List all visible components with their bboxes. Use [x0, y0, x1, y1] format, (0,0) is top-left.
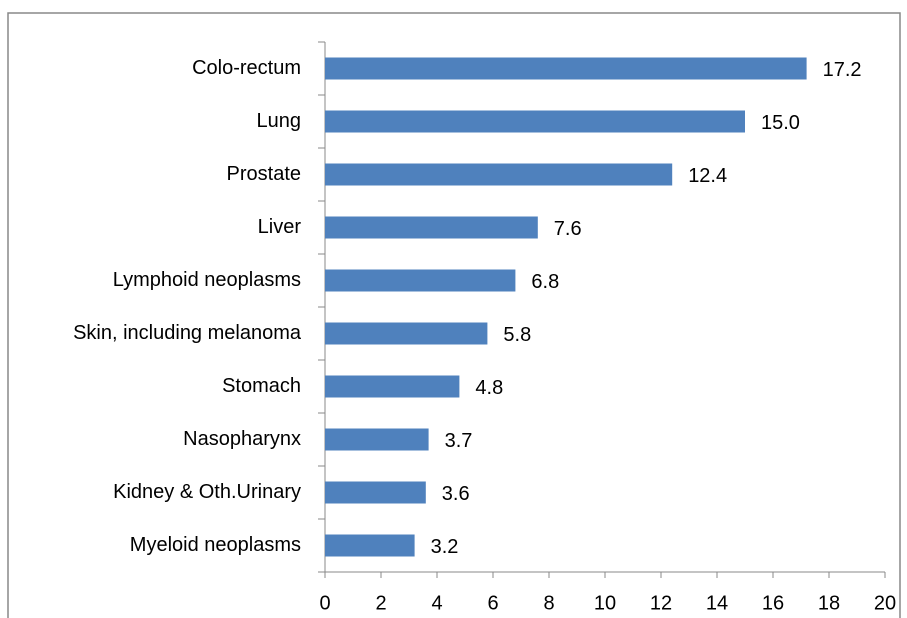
- value-label: 12.4: [688, 165, 727, 187]
- x-tick-label: 6: [487, 592, 498, 614]
- value-label: 3.2: [431, 536, 459, 558]
- y-tick-label: Kidney & Oth.Urinary: [113, 481, 301, 503]
- value-label: 3.6: [442, 483, 470, 505]
- x-tick-label: 16: [762, 592, 784, 614]
- value-label: 3.7: [445, 430, 473, 452]
- value-label: 15.0: [761, 112, 800, 134]
- bar: [325, 481, 426, 504]
- bar: [325, 375, 460, 398]
- y-tick-label: Nasopharynx: [183, 428, 301, 450]
- y-tick-label: Myeloid neoplasms: [130, 534, 301, 556]
- y-tick-label: Lymphoid neoplasms: [113, 269, 301, 291]
- value-label: 5.8: [503, 324, 531, 346]
- x-tick-label: 12: [650, 592, 672, 614]
- x-tick-label: 0: [319, 592, 330, 614]
- x-tick-label: 14: [706, 592, 728, 614]
- y-tick-label: Colo-rectum: [192, 57, 301, 79]
- x-tick-label: 18: [818, 592, 840, 614]
- bar: [325, 269, 516, 292]
- y-tick-label: Stomach: [222, 375, 301, 397]
- x-tick-label: 4: [431, 592, 442, 614]
- y-tick-label: Lung: [257, 110, 302, 132]
- x-tick-label: 10: [594, 592, 616, 614]
- chart-frame: [7, 12, 901, 618]
- x-tick-label: 20: [874, 592, 896, 614]
- bar: [325, 216, 538, 239]
- bar: [325, 322, 488, 345]
- bar: [325, 163, 673, 186]
- y-tick-label: Skin, including melanoma: [73, 322, 302, 344]
- bar: [325, 57, 807, 80]
- bar: [325, 110, 745, 133]
- bar: [325, 428, 429, 451]
- value-label: 4.8: [475, 377, 503, 399]
- value-label: 6.8: [531, 271, 559, 293]
- x-tick-label: 8: [543, 592, 554, 614]
- x-tick-label: 2: [375, 592, 386, 614]
- y-tick-label: Prostate: [227, 163, 301, 185]
- bar: [325, 534, 415, 557]
- y-tick-label: Liver: [258, 216, 302, 238]
- value-label: 17.2: [823, 59, 862, 81]
- value-label: 7.6: [554, 218, 582, 240]
